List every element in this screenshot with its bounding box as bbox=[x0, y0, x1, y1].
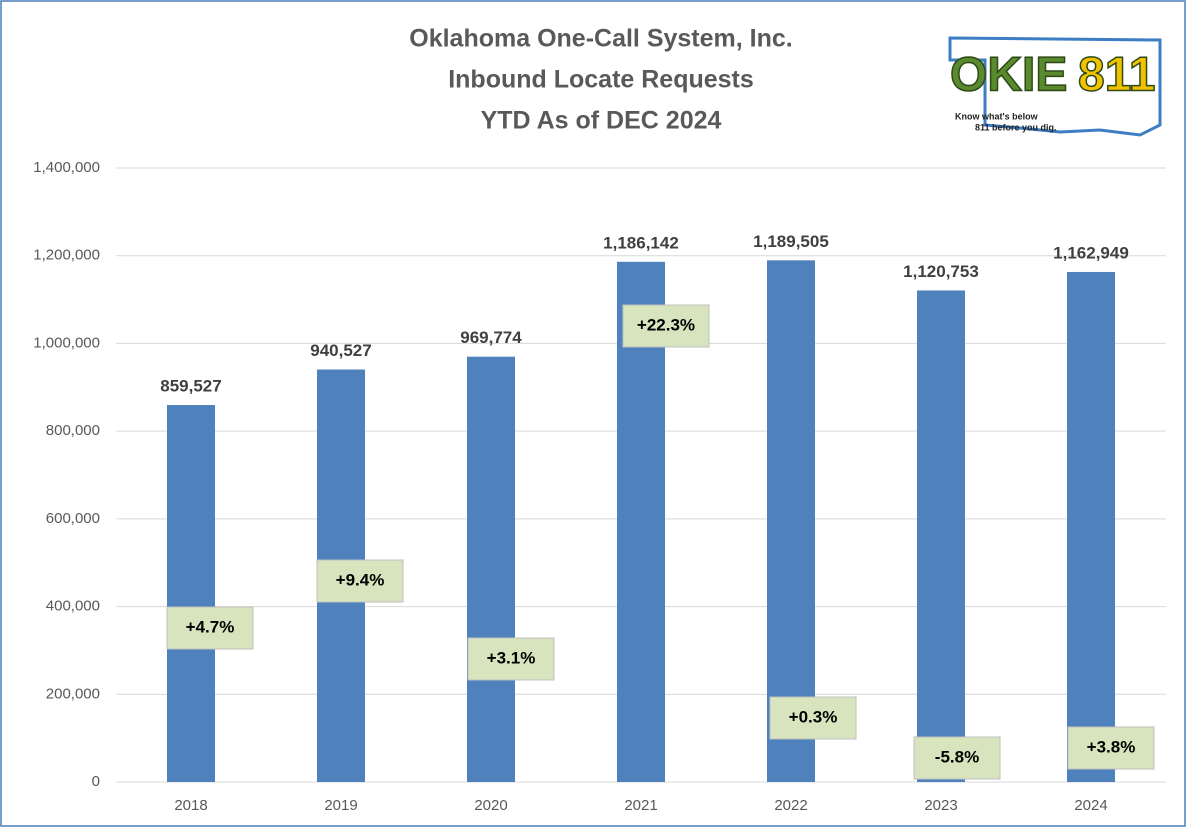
value-label: 1,186,142 bbox=[603, 233, 679, 252]
value-label: 1,162,949 bbox=[1053, 243, 1129, 262]
y-tick-label: 800,000 bbox=[46, 422, 100, 439]
y-tick-label: 600,000 bbox=[46, 510, 100, 527]
change-box bbox=[913, 736, 1001, 780]
change-box bbox=[1067, 726, 1155, 770]
change-label: +3.1% bbox=[487, 648, 536, 667]
chart-title: YTD As of DEC 2024 bbox=[481, 107, 722, 135]
logo-tagline: 811 before you dig. bbox=[975, 122, 1057, 132]
y-tick-label: 0 bbox=[92, 773, 100, 790]
y-tick-label: 400,000 bbox=[46, 598, 100, 615]
change-box bbox=[166, 606, 254, 650]
x-tick-label: 2023 bbox=[924, 797, 957, 814]
bar bbox=[167, 405, 215, 782]
x-tick-label: 2020 bbox=[474, 797, 507, 814]
x-tick-label: 2022 bbox=[774, 797, 807, 814]
change-label: +0.3% bbox=[789, 707, 838, 726]
x-tick-label: 2018 bbox=[174, 797, 207, 814]
y-tick-label: 1,400,000 bbox=[33, 159, 100, 176]
logo-name: OKIE bbox=[950, 49, 1067, 102]
logo-number: 811 bbox=[1078, 49, 1155, 102]
change-label: +4.7% bbox=[186, 617, 235, 636]
chart-title: Oklahoma One-Call System, Inc. bbox=[409, 25, 792, 53]
chart-title: Inbound Locate Requests bbox=[448, 66, 754, 94]
x-tick-label: 2021 bbox=[624, 797, 657, 814]
x-tick-label: 2024 bbox=[1074, 797, 1107, 814]
change-box bbox=[769, 696, 857, 740]
bar bbox=[917, 290, 965, 782]
change-label: +22.3% bbox=[637, 315, 695, 334]
logo-tagline: Know what's below bbox=[955, 111, 1039, 121]
logo: OKIE 811 Know what's below 811 before yo… bbox=[948, 36, 1162, 137]
change-box bbox=[622, 304, 710, 348]
bar bbox=[617, 261, 665, 783]
value-label: 940,527 bbox=[310, 341, 371, 360]
change-label: +9.4% bbox=[336, 570, 385, 589]
bar bbox=[1067, 271, 1115, 782]
change-label: +3.8% bbox=[1087, 737, 1136, 756]
y-tick-label: 1,200,000 bbox=[33, 247, 100, 264]
y-tick-label: 200,000 bbox=[46, 685, 100, 702]
bar bbox=[467, 356, 515, 782]
value-label: 1,120,753 bbox=[903, 262, 979, 281]
value-label: 1,189,505 bbox=[753, 232, 829, 251]
value-label: 969,774 bbox=[460, 328, 522, 347]
y-tick-label: 1,000,000 bbox=[33, 334, 100, 351]
change-label: -5.8% bbox=[935, 747, 979, 766]
x-tick-label: 2019 bbox=[324, 797, 357, 814]
change-box bbox=[467, 637, 555, 681]
bar bbox=[767, 260, 815, 782]
value-label: 859,527 bbox=[160, 377, 221, 396]
logo-outline bbox=[948, 36, 1162, 137]
change-box bbox=[316, 559, 404, 603]
